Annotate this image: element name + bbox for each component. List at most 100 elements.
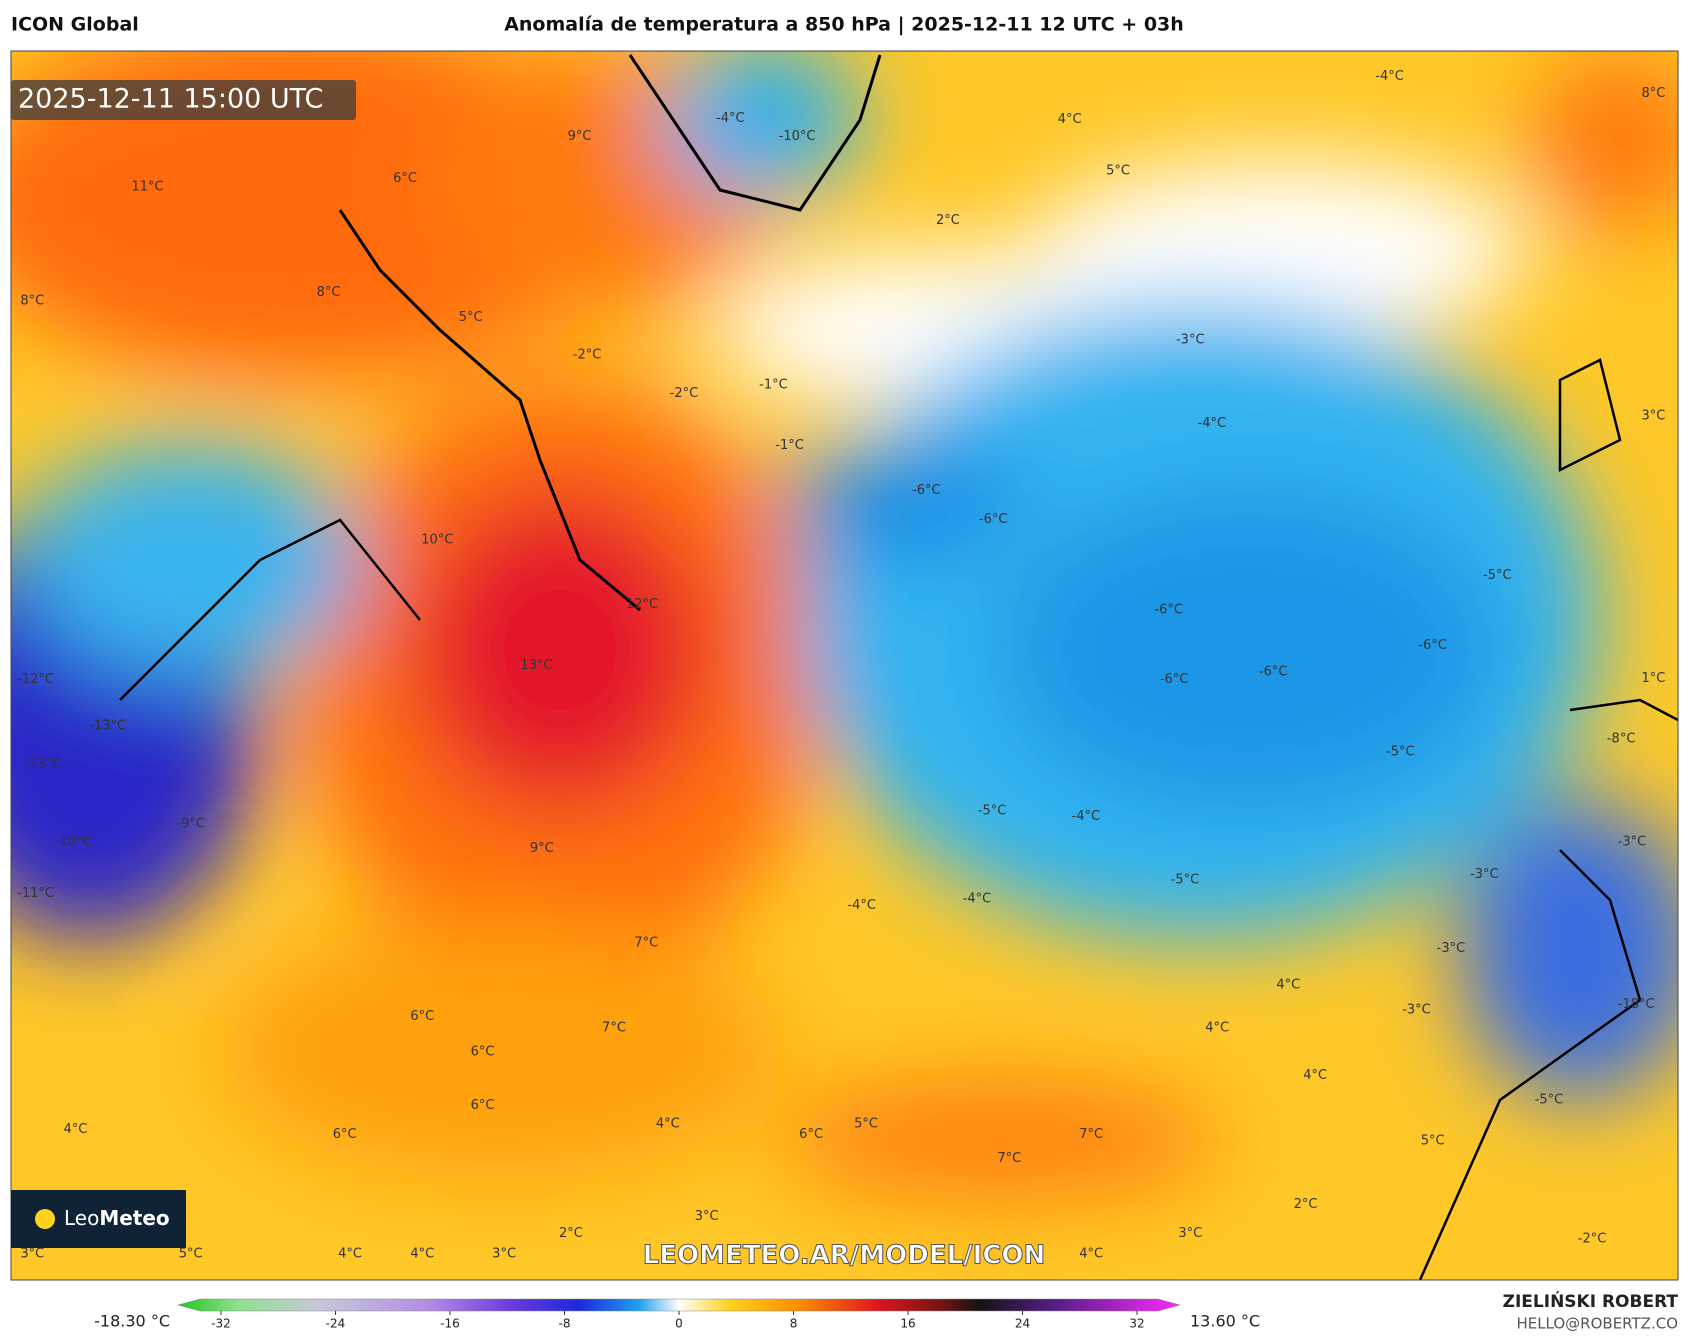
temperature-label: 2°C: [1294, 1197, 1318, 1212]
temperature-label: 12°C: [626, 597, 658, 612]
temperature-label: -1°C: [775, 438, 804, 453]
temperature-label: 2°C: [559, 1226, 583, 1241]
temperature-label: 4°C: [1079, 1247, 1103, 1262]
colorbar-tick-label: 24: [1015, 1317, 1030, 1331]
temperature-label: -3°C: [1618, 835, 1647, 850]
temperature-label: 6°C: [393, 171, 417, 186]
temperature-label: 5°C: [1106, 164, 1130, 179]
temperature-label: 7°C: [602, 1021, 626, 1036]
temperature-label: -5°C: [1386, 744, 1415, 759]
temperature-label: -13°C: [89, 718, 126, 733]
colorbar: -32 -24 -16 -8 0 8 16 24 32: [177, 1298, 1181, 1331]
temperature-label: 5°C: [1421, 1134, 1445, 1149]
temperature-label: 7°C: [1079, 1127, 1103, 1142]
map-labels: 9°C -4°C -10°C -4°C 8°C 11°C 6°C 4°C 5°C 2°C 8°C 8°…: [17, 69, 1665, 1262]
temperature-label: -3°C: [1470, 867, 1499, 882]
temperature-label: -13°C: [25, 757, 62, 772]
temperature-label: 4°C: [1205, 1021, 1229, 1036]
colorbar-bar: [177, 1298, 1181, 1312]
temperature-label: 2°C: [936, 213, 960, 228]
temperature-label: -6°C: [1160, 672, 1189, 687]
temperature-label: 7°C: [997, 1151, 1021, 1166]
colorbar-tick-label: -16: [440, 1317, 460, 1331]
temperature-label: 8°C: [317, 285, 341, 300]
temperature-label: -5°C: [1171, 872, 1200, 887]
temperature-label: -3°C: [1437, 941, 1466, 956]
temperature-label: 3°C: [695, 1209, 719, 1224]
author: ZIELIŃSKI ROBERT: [1503, 1290, 1679, 1312]
temperature-label: -6°C: [1418, 638, 1447, 653]
temperature-label: -8°C: [1607, 731, 1636, 746]
temperature-label: -5°C: [1483, 568, 1512, 583]
temperature-label: 8°C: [20, 294, 44, 309]
temperature-label: 5°C: [854, 1116, 878, 1131]
temperature-label: -5°C: [1535, 1093, 1564, 1108]
temperature-label: 5°C: [459, 310, 483, 325]
colorbar-tick-label: -8: [559, 1317, 571, 1331]
logo-text: LeoMeteo: [64, 1206, 170, 1230]
colorbar-tick-label: 32: [1129, 1317, 1144, 1331]
temperature-label: 10°C: [421, 532, 453, 547]
temperature-label: -6°C: [912, 483, 941, 498]
temperature-label: -4°C: [1198, 416, 1227, 431]
temperature-label: 1°C: [1642, 671, 1666, 686]
temperature-label: -11°C: [17, 886, 54, 901]
colorbar-max: 13.60 °C: [1190, 1312, 1260, 1331]
temperature-label: 4°C: [63, 1122, 87, 1137]
logo-sun: [35, 1209, 55, 1229]
timestamp-box: [11, 80, 356, 120]
temperature-label: -4°C: [1072, 809, 1101, 824]
temperature-label: 8°C: [1642, 86, 1666, 101]
temperature-label: -3°C: [1176, 332, 1205, 347]
temperature-label: 3°C: [1642, 409, 1666, 424]
temperature-label: -10°C: [55, 835, 92, 850]
colorbar-tick-label: 16: [900, 1317, 915, 1331]
temperature-label: 6°C: [471, 1098, 495, 1113]
map-title: Anomalía de temperatura a 850 hPa | 2025…: [504, 14, 1184, 36]
colorbar-tick-label: 0: [675, 1317, 683, 1331]
temperature-label: 9°C: [568, 129, 592, 144]
temperature-label: -2°C: [670, 386, 699, 401]
colorbar-tick-label: 8: [790, 1317, 798, 1331]
model-name: ICON Global: [11, 14, 139, 36]
temperature-label: 6°C: [471, 1044, 495, 1059]
temperature-label: 4°C: [410, 1247, 434, 1262]
temperature-label: 7°C: [634, 936, 658, 951]
temperature-label: -1°C: [759, 378, 788, 393]
map: [11, 51, 1678, 1280]
temperature-label: 3°C: [1178, 1226, 1202, 1241]
temperature-label: -4°C: [716, 111, 745, 126]
temperature-label: 4°C: [1303, 1068, 1327, 1083]
watermark: LEOMETEO.AR/MODEL/ICON: [643, 1241, 1046, 1271]
temperature-label: 6°C: [410, 1009, 434, 1024]
temperature-label: -4°C: [1375, 69, 1404, 84]
temperature-label: -6°C: [979, 512, 1008, 527]
map-frame: [10, 50, 1679, 1281]
colorbar-tick-label: -32: [211, 1317, 231, 1331]
colorbar-min: -18.30 °C: [94, 1312, 170, 1331]
temperature-label: -18°C: [1618, 997, 1655, 1012]
temperature-label: 3°C: [20, 1247, 44, 1262]
email: HELLO@ROBERTZ.CO: [1516, 1315, 1678, 1333]
temperature-label: 3°C: [492, 1247, 516, 1262]
temperature-label: 6°C: [333, 1127, 357, 1142]
temperature-label: -4°C: [847, 898, 876, 913]
temperature-label: 11°C: [132, 180, 164, 195]
temperature-label: -6°C: [1154, 602, 1183, 617]
temperature-label: -10°C: [779, 129, 816, 144]
temperature-label: 13°C: [520, 658, 552, 673]
temperature-label: -3°C: [1402, 1002, 1431, 1017]
temperature-label: 4°C: [1058, 112, 1082, 127]
timestamp: 2025-12-11 15:00 UTC: [18, 84, 323, 115]
temperature-label: -4°C: [963, 892, 992, 907]
temperature-label: 5°C: [179, 1247, 203, 1262]
temperature-label: -6°C: [1259, 665, 1288, 680]
temperature-label: -2°C: [573, 347, 602, 362]
temperature-label: 4°C: [338, 1247, 362, 1262]
temperature-label: -9°C: [176, 816, 205, 831]
temperature-label: -12°C: [17, 672, 54, 687]
temperature-label: 4°C: [656, 1116, 680, 1131]
temperature-label: 4°C: [1276, 978, 1300, 993]
